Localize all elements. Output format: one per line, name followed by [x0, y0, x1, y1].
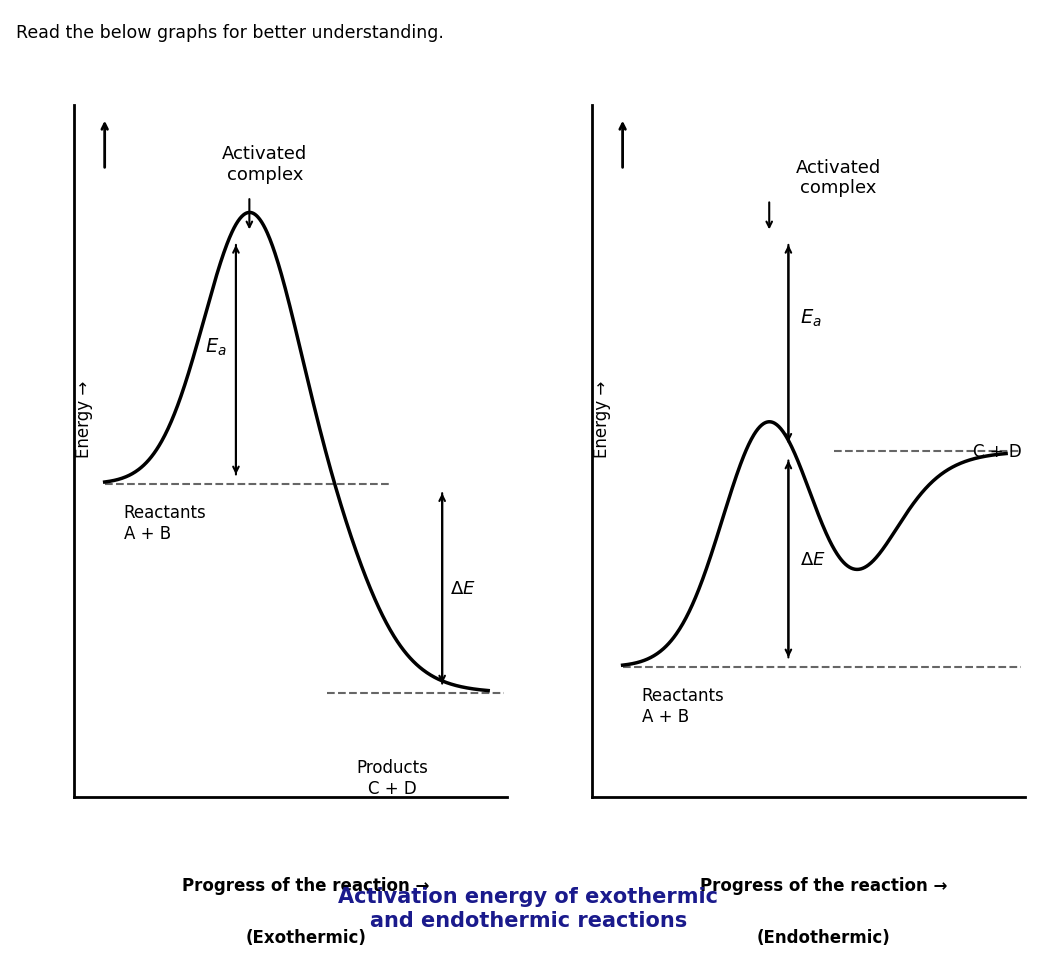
Text: $\Delta E$: $\Delta E$: [450, 579, 476, 598]
Text: (Exothermic): (Exothermic): [245, 928, 367, 947]
Text: Activated
complex: Activated complex: [222, 145, 308, 185]
Text: Read the below graphs for better understanding.: Read the below graphs for better underst…: [16, 24, 444, 42]
Text: $E_a$: $E_a$: [205, 336, 226, 357]
Text: $\Delta E$: $\Delta E$: [800, 551, 826, 568]
Text: $E_a$: $E_a$: [800, 308, 821, 329]
Text: Products
C + D: Products C + D: [356, 758, 428, 798]
Text: Activation energy of exothermic
and endothermic reactions: Activation energy of exothermic and endo…: [338, 887, 719, 929]
Text: Progress of the reaction →: Progress of the reaction →: [700, 876, 948, 894]
Text: Energy →: Energy →: [75, 381, 93, 457]
Text: (Endothermic): (Endothermic): [757, 928, 891, 947]
Text: Reactants
A + B: Reactants A + B: [642, 687, 724, 726]
Text: Reactants
A + B: Reactants A + B: [124, 504, 206, 543]
Text: Activated
complex: Activated complex: [796, 159, 880, 197]
Text: C + D: C + D: [972, 443, 1021, 460]
Text: Progress of the reaction →: Progress of the reaction →: [182, 876, 430, 894]
Text: Energy →: Energy →: [593, 381, 611, 457]
